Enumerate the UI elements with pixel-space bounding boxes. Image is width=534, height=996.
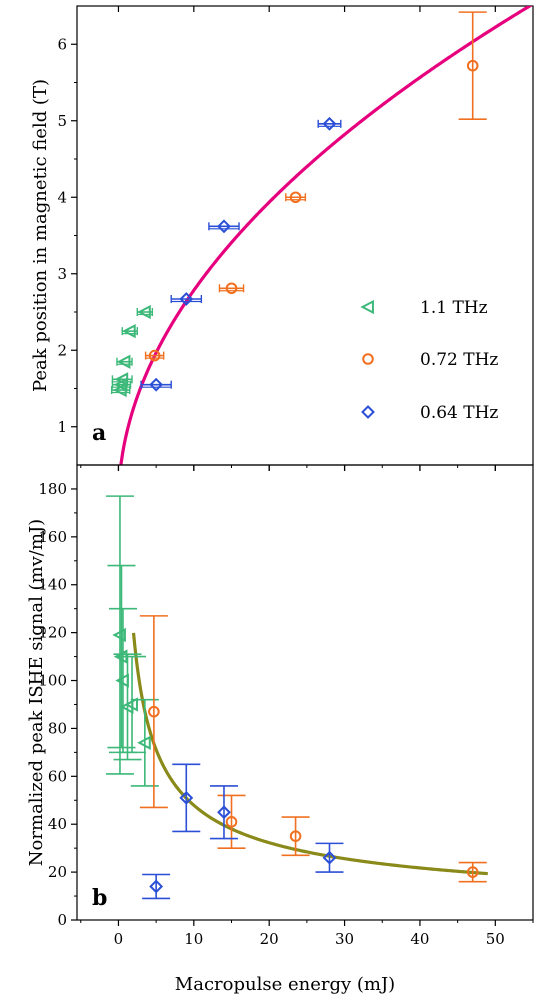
y-tick-label: 0 (57, 911, 67, 929)
legend: 1.1 THz 0.72 THz 0.64 THz (360, 298, 498, 423)
data-point (148, 349, 161, 362)
series-blue (142, 763, 344, 900)
x-tick-label: 40 (410, 930, 429, 948)
y-tick-label: 4 (57, 188, 67, 206)
panel-letter: a (92, 420, 106, 446)
data-point (225, 816, 238, 828)
x-tick-label: 20 (260, 930, 279, 948)
data-point (112, 627, 126, 643)
data-point (179, 790, 194, 805)
plot-frame (76, 464, 534, 921)
y-tick-label: 180 (38, 480, 67, 498)
data-point (124, 697, 138, 712)
data-point (217, 805, 231, 820)
data-point (116, 354, 131, 369)
data-point (122, 323, 136, 339)
data-point (148, 705, 160, 718)
data-point (114, 372, 129, 387)
x-tick-label: 10 (184, 930, 203, 948)
y-tick-label: 60 (48, 767, 67, 785)
panel-b: 0 20 40 60 80 100 120 140 160 180 0 10 20 30 40 50 Norma… (26, 464, 534, 948)
y-tick-label: 1 (57, 418, 67, 436)
data-point (225, 282, 238, 295)
series-orange (144, 11, 487, 362)
y-tick-label: 140 (38, 576, 67, 594)
plot-frame (76, 5, 534, 466)
data-point (149, 377, 164, 392)
legend-label: 0.64 THz (420, 403, 498, 423)
x-tick-label: 30 (335, 930, 354, 948)
y-tick-label: 40 (48, 815, 67, 833)
y-tick-label: 160 (38, 528, 67, 546)
x-tick-label: 0 (114, 930, 124, 948)
y-axis-title: Normalized peak ISHE signal (mv/mJ) (26, 519, 47, 866)
legend-marker (361, 405, 375, 419)
data-point (289, 830, 302, 842)
data-point (179, 292, 194, 306)
data-point (466, 59, 479, 72)
data-point (322, 850, 337, 865)
y-axis-title: Peak position in magnetic field (T) (30, 79, 51, 392)
y-tick-label: 80 (48, 719, 67, 737)
y-tick-label: 20 (48, 863, 67, 881)
legend-label: 0.72 THz (420, 350, 498, 370)
data-point (149, 879, 164, 894)
y-tick-label: 2 (57, 341, 67, 359)
fit-curve (131, 632, 488, 876)
panel-letter: b (92, 885, 107, 911)
data-point (137, 304, 151, 320)
series-green (105, 495, 159, 787)
legend-label: 1.1 THz (420, 298, 488, 318)
panel-a: 1 2 3 4 5 6 Peak position in magnetic field (T… (30, 5, 534, 471)
data-point (217, 219, 231, 234)
legend-marker (360, 299, 374, 315)
data-point (289, 191, 302, 204)
series-orange (139, 615, 487, 883)
data-point (137, 735, 151, 750)
x-axis-title: Macropulse energy (mJ) (175, 974, 395, 995)
y-tick-label: 100 (38, 672, 67, 690)
legend-marker (362, 353, 374, 365)
series-green (110, 304, 154, 398)
y-tick-label: 5 (57, 112, 67, 130)
y-tick-label: 6 (57, 35, 67, 53)
y-tick-label: 120 (38, 624, 67, 642)
y-tick-label: 3 (57, 265, 67, 283)
fit-curve (119, 6, 533, 465)
data-point (466, 866, 479, 878)
data-point (322, 116, 337, 131)
series-blue (140, 116, 342, 392)
x-tick-label: 50 (486, 930, 505, 948)
